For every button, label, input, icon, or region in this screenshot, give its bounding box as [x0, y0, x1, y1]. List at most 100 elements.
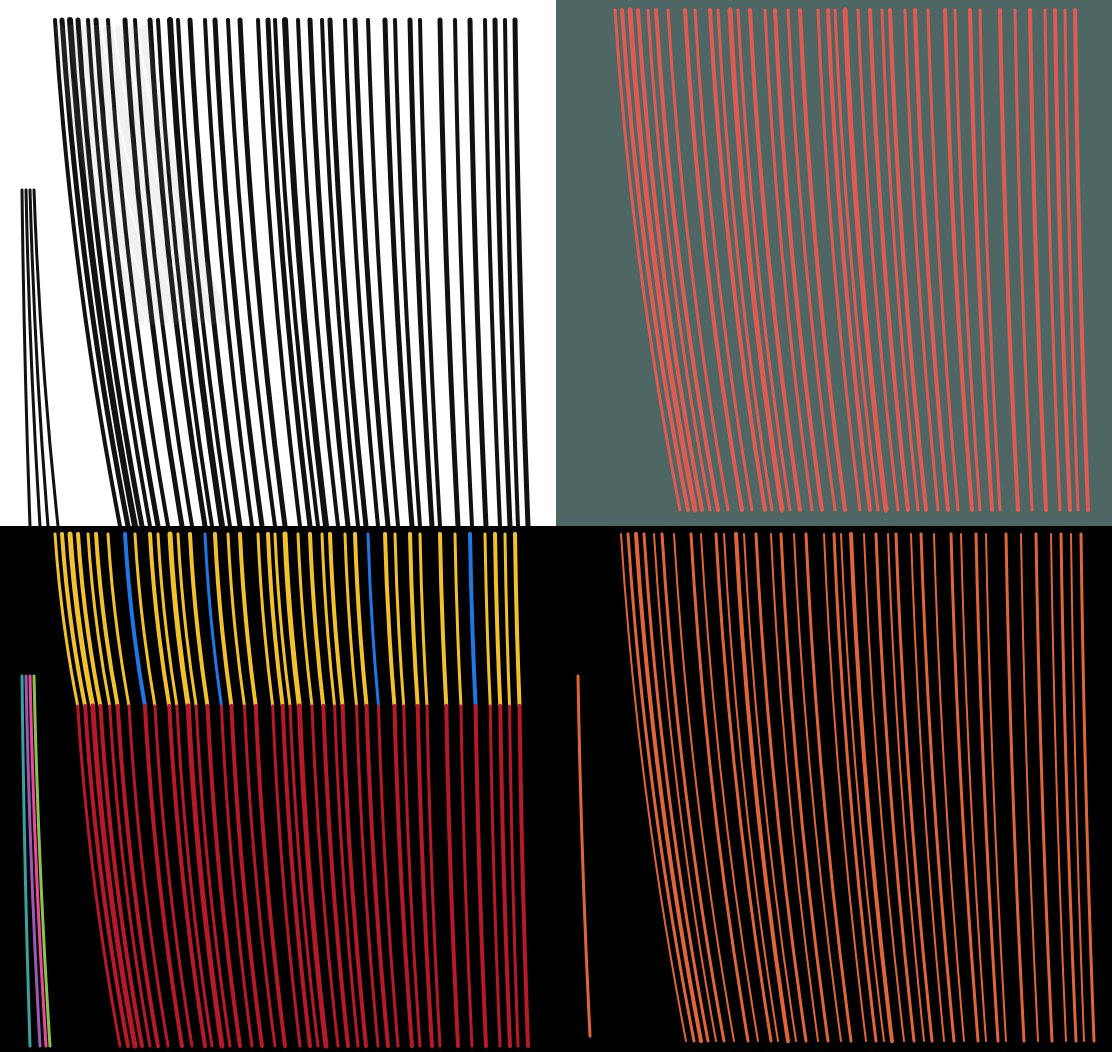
track-line	[842, 7, 889, 513]
track-line	[1013, 8, 1034, 512]
track-line	[736, 8, 792, 512]
track-line	[968, 8, 994, 512]
track-line	[727, 7, 785, 513]
track-line	[943, 8, 974, 512]
track-line	[256, 532, 275, 708]
instance-segmentation-panel	[0, 526, 552, 1052]
track-line	[353, 532, 369, 708]
track-line	[226, 532, 246, 708]
track-line	[1079, 532, 1096, 1043]
track-line	[626, 532, 696, 1043]
track-line	[512, 17, 531, 526]
track-line	[282, 17, 329, 526]
track-line	[913, 8, 950, 512]
track-line	[327, 17, 369, 526]
track-line	[320, 532, 337, 708]
track-line	[147, 17, 208, 526]
track-line	[148, 532, 172, 708]
track-line	[960, 533, 987, 1042]
track-line	[1050, 533, 1067, 1042]
track-line	[949, 532, 980, 1043]
track-line	[974, 532, 1000, 1043]
track-line	[194, 704, 232, 1048]
track-line	[366, 18, 400, 526]
track-line	[213, 532, 234, 708]
track-line	[271, 704, 302, 1048]
track-line	[53, 532, 80, 708]
track-line	[894, 532, 934, 1043]
grayscale-kymograph-image	[0, 0, 552, 526]
track-line	[856, 8, 900, 512]
panel-divider	[552, 0, 556, 526]
track-line	[93, 17, 161, 526]
track-line	[333, 704, 360, 1048]
track-line	[296, 532, 314, 708]
track-line	[242, 704, 277, 1048]
track-line	[340, 704, 368, 1048]
track-line	[874, 532, 916, 1043]
track-line	[683, 8, 744, 512]
track-line	[673, 533, 735, 1042]
track-line	[310, 704, 340, 1048]
track-line	[763, 8, 814, 512]
track-line	[1020, 533, 1039, 1042]
track-line	[156, 532, 179, 708]
track-line	[352, 17, 391, 526]
track-line	[926, 8, 960, 512]
track-line	[1043, 8, 1062, 512]
track-line	[503, 18, 520, 526]
track-line	[94, 532, 120, 708]
track-line	[488, 704, 502, 1048]
binary-segmentation-panel	[556, 526, 1112, 1052]
track-line	[393, 532, 406, 708]
track-line	[392, 704, 414, 1048]
track-line	[20, 674, 32, 1048]
track-line	[786, 8, 837, 512]
track-line	[139, 25, 229, 325]
track-line	[840, 533, 885, 1042]
track-line	[32, 188, 60, 526]
binary-segmentation-image	[556, 526, 1112, 1052]
track-line	[646, 8, 712, 512]
track-line	[1059, 532, 1078, 1043]
track-line	[998, 8, 1020, 512]
track-line	[343, 18, 380, 526]
track-line	[273, 18, 320, 526]
track-line	[106, 18, 170, 526]
track-line	[804, 532, 853, 1043]
track-line	[20, 188, 32, 526]
track-line	[24, 188, 42, 526]
track-line	[798, 8, 847, 512]
track-line	[415, 704, 434, 1048]
track-line	[59, 17, 131, 526]
track-line	[103, 25, 193, 325]
track-line	[83, 704, 130, 1048]
track-line	[24, 674, 42, 1048]
track-line	[188, 532, 210, 708]
track-line	[743, 533, 797, 1042]
track-line	[654, 8, 720, 512]
track-line	[32, 674, 52, 1048]
track-line	[266, 532, 285, 708]
track-line	[513, 532, 522, 708]
track-line	[122, 17, 185, 526]
track-line	[28, 674, 48, 1048]
track-line	[90, 703, 138, 1049]
track-line	[60, 532, 88, 708]
track-line	[133, 532, 157, 708]
track-line	[503, 532, 512, 708]
track-line	[98, 704, 144, 1048]
track-line	[985, 533, 1007, 1042]
track-line	[296, 18, 340, 526]
track-line	[723, 533, 779, 1042]
track-line	[203, 18, 254, 526]
track-line	[468, 532, 478, 708]
track-line	[438, 532, 449, 708]
track-line	[483, 532, 492, 708]
track-line	[219, 704, 254, 1048]
track-line	[79, 25, 169, 325]
track-line	[67, 25, 157, 325]
track-line	[265, 17, 313, 526]
track-line	[187, 17, 243, 526]
track-line	[498, 704, 512, 1048]
